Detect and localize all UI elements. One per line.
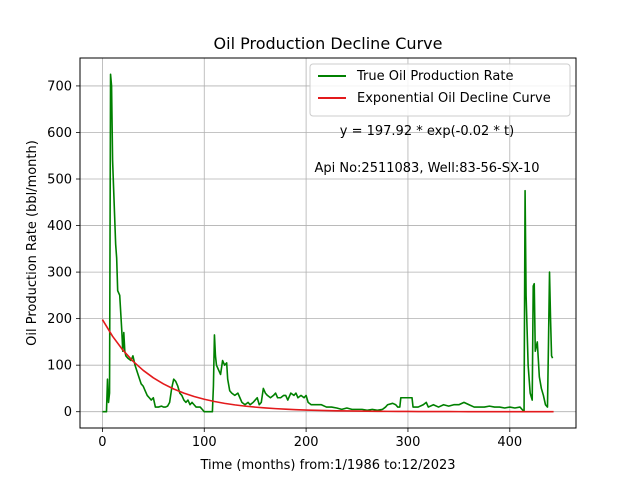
legend-label-decline-curve: Exponential Oil Decline Curve [357,91,551,106]
y-tick-label: 0 [64,405,72,420]
x-tick-label: 100 [192,435,217,450]
x-tick-label: 400 [497,435,522,450]
fit-equation-annotation: y = 197.92 * exp(-0.02 * t) [340,124,514,139]
plot-area-frame [79,57,577,429]
chart-title: Oil Production Decline Curve [214,34,443,53]
legend: True Oil Production Rate Exponential Oil… [309,63,571,117]
x-tick-label: 200 [294,435,319,450]
grid-lines [80,58,576,428]
exponential-decline-line [101,319,554,413]
axis-ticks: 0 100 200 300 400 0 100 200 300 400 500 600 700 [47,79,522,450]
y-tick-label: 700 [47,79,72,94]
legend-box [309,63,571,117]
y-tick-label: 200 [47,312,72,327]
y-tick-label: 600 [47,126,72,141]
data-series [101,73,554,413]
legend-label-true-production: True Oil Production Rate [356,69,513,84]
y-tick-label: 500 [47,173,72,188]
x-tick-label: 0 [98,435,106,450]
y-tick-label: 400 [47,219,72,234]
well-info-annotation: Api No:2511083, Well:83-56-SX-10 [314,161,539,176]
x-tick-label: 300 [396,435,421,450]
x-axis-label: Time (months) from:1/1986 to:12/2023 [199,458,455,473]
y-tick-label: 100 [47,359,72,374]
y-axis-label: Oil Production Rate (bbl/month) [25,140,40,346]
true-production-line [102,73,554,413]
y-tick-label: 300 [47,266,72,281]
